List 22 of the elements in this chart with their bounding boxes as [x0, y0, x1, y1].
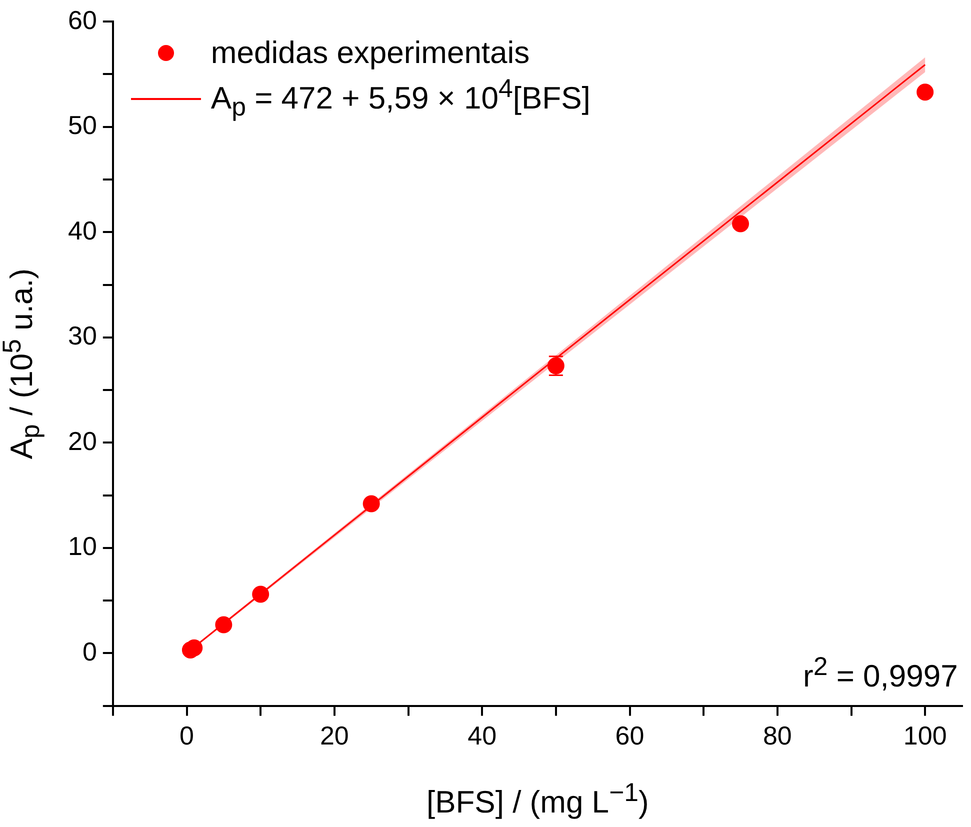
x-tick-label: 60	[615, 720, 644, 751]
x-tick-label: 100	[903, 720, 947, 751]
y-tick-label: 40	[68, 215, 97, 246]
y-tick-label: 50	[68, 110, 97, 140]
point	[916, 84, 934, 101]
legend-label: medidas experimentais	[210, 34, 530, 71]
point	[252, 586, 270, 603]
x-axis-title: [BFS] / (mg L$^{−1}$)	[426, 779, 649, 820]
y-tick-label: 30	[68, 320, 97, 351]
y-tick-label: 20	[68, 426, 97, 456]
y-tick-label: 0	[82, 636, 97, 666]
point	[732, 215, 749, 232]
x-tick-label: 20	[320, 720, 349, 751]
x-tick-label: 0	[180, 720, 194, 751]
x-tick-label: 80	[762, 720, 792, 751]
y-tick-label: 10	[68, 531, 97, 562]
x-tick-label: 40	[468, 720, 497, 751]
annotation: r$^{2}$ = 0,9997	[803, 652, 958, 694]
legend-label: A$_{p}$ = 472 + 5,59 × 10$^{4}$[BFS]	[210, 74, 590, 122]
point	[215, 616, 232, 634]
point	[362, 495, 380, 512]
y-tick-label: 60	[68, 4, 97, 35]
